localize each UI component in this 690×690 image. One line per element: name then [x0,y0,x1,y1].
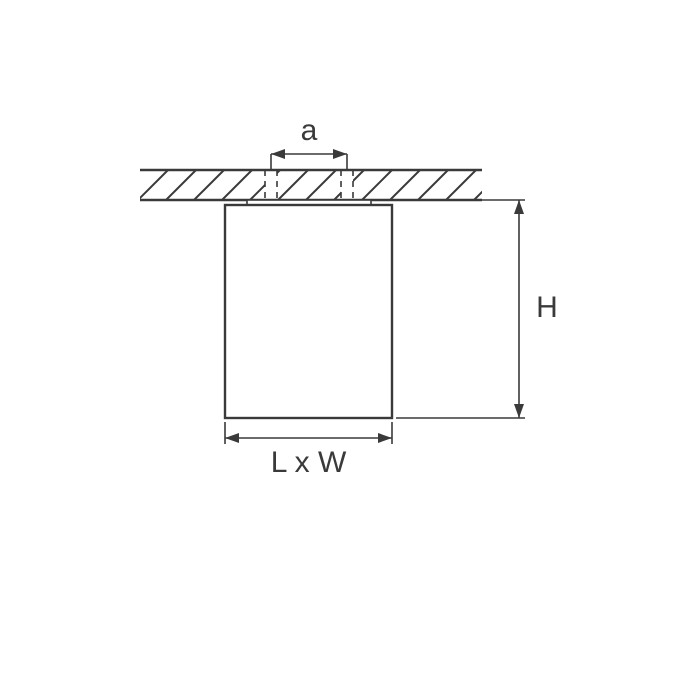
bolt-cutout [265,170,277,200]
dim-a-label: a [301,114,318,147]
fixture-body [225,205,392,418]
bolt-cutout [341,170,353,200]
dim-lw-label: L x W [271,446,347,479]
dim-h-label: H [536,291,558,324]
